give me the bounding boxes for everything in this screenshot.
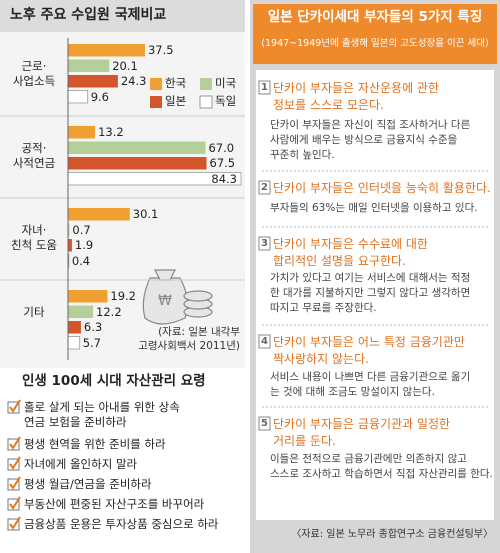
checkmark: [9, 399, 21, 413]
data-label: 9.6: [90, 89, 109, 104]
tip-item: 평생 월급/연금을 준비하라: [24, 477, 152, 491]
chart-source: (자료: 일본 내각부 고령사회백서 2011년): [138, 326, 240, 352]
bar: [68, 239, 72, 252]
item-number: 2: [261, 182, 268, 193]
number-badge: [258, 180, 271, 195]
category-label: 기타: [23, 305, 45, 319]
svg-text:₩: ₩: [158, 293, 172, 309]
tip-item: 평생 현역을 위한 준비를 하라: [24, 437, 166, 451]
bar: [68, 141, 206, 154]
checkbox: [7, 498, 20, 511]
category-label: 근로· 사업소득: [12, 59, 56, 88]
checkmark: [9, 456, 21, 470]
legend-swatch: [150, 78, 162, 90]
feature-card: [256, 70, 494, 520]
data-label: 6.3: [83, 320, 103, 334]
item-heading: 단카이 부자들은 자산운용에 관한 정보를 스스로 모은다.: [273, 81, 440, 112]
item-heading: 단카이 부자들은 수수료에 대한 합리적인 설명을 요구한다.: [273, 237, 428, 268]
item-body: 단카이 부자들은 자신이 직접 조사하거나 다른 사람에게 배우는 방식으로 금…: [270, 119, 471, 161]
tip-item: 홀로 살게 되는 아내를 위한 상속 연금 보험을 준비하라: [24, 400, 180, 429]
number-badge: [258, 236, 271, 251]
tips-title: 인생 100세 시대 자산관리 요령: [22, 373, 206, 389]
tip-item: 금융상품 운용은 투자상품 중심으로 하라: [24, 517, 219, 531]
bar: [68, 321, 81, 334]
bar: [68, 290, 108, 303]
data-label: 30.1: [132, 207, 159, 221]
chart-title: 노후 주요 수입원 국제비교: [10, 7, 167, 23]
data-label: 37.5: [147, 43, 174, 57]
data-label: 19.2: [110, 289, 136, 303]
item-number: 1: [261, 82, 268, 93]
item-heading: 단카이 부자들은 금융기관과 일정한 거리를 둔다.: [273, 417, 451, 448]
data-label: 13.2: [98, 125, 124, 139]
item-number: 4: [261, 336, 268, 347]
bar: [68, 126, 96, 139]
features-title: 일본 단카이세대 부자들의 5가지 특징: [267, 9, 483, 25]
category-label: 공적· 사적연금: [12, 141, 56, 170]
legend-label: 독일: [215, 94, 237, 108]
checkbox: [7, 518, 20, 531]
number-badge: [258, 80, 271, 95]
bar: [68, 59, 110, 72]
item-number: 5: [261, 418, 268, 429]
item-body: 가치가 있다고 여기는 서비스에 대해서는 적정 한 대가를 지불하지만 그렇지…: [270, 272, 471, 314]
number-badge: [258, 334, 271, 349]
data-label: 12.2: [96, 304, 122, 319]
right-header: [253, 4, 497, 64]
legend-label: 미국: [215, 76, 237, 90]
tip-item: 부동산에 편중된 자산구조를 바꾸어라: [24, 497, 205, 511]
bar: [68, 75, 118, 88]
data-label: 1.9: [74, 238, 94, 252]
item-body: 이들은 전적으로 금융기관에만 의존하지 않고 스스로 조사하고 학습하면서 직…: [270, 453, 493, 480]
item-body: 부자들의 63%는 매일 인터넷을 이용하고 있다.: [270, 202, 478, 214]
category-label: 자녀· 친척 도움: [11, 223, 57, 252]
legend-swatch: [150, 96, 162, 108]
checkbox: [7, 401, 20, 414]
data-label: 5.7: [82, 335, 101, 350]
legend-label: 한국: [165, 76, 187, 90]
item-body: 서비스 내용이 나쁘면 다른 금융기관으로 옮기 는 것에 대해 조금도 망설이…: [270, 371, 471, 398]
left-title-band: [0, 0, 245, 32]
features-subtitle: (1947~1949년에 출생해 일본의 고도성장을 이끈 세대): [261, 38, 489, 49]
checkmark: [9, 476, 21, 490]
number-badge: [258, 416, 271, 431]
checkbox: [7, 438, 20, 451]
legend-label: 일본: [165, 94, 187, 108]
bar: [68, 44, 145, 57]
data-label: 20.1: [112, 58, 138, 73]
bar: [67, 336, 81, 350]
bar: [68, 305, 94, 318]
checkmark: [9, 436, 21, 450]
data-label: 0.7: [72, 222, 91, 237]
data-label: 24.3: [120, 74, 147, 88]
item-number: 3: [261, 238, 268, 249]
checkbox: [7, 478, 20, 491]
tips-panel: [0, 368, 245, 553]
bar: [68, 223, 70, 236]
features-source: 〈자료: 일본 노무라 종합연구소 금융컨설팅부〉: [291, 529, 493, 540]
data-label: 0.4: [71, 253, 91, 268]
legend-swatch: [200, 78, 212, 90]
bar: [68, 208, 130, 221]
bar: [68, 157, 207, 170]
data-label: 84.3: [211, 171, 237, 186]
checkmark: [9, 496, 21, 510]
data-label: 67.5: [209, 156, 236, 170]
tip-item: 자녀에게 올인하지 말라: [24, 457, 138, 471]
item-heading: 단카이 부자들은 어느 특정 금융기관만 짝사랑하지 않는다.: [273, 335, 465, 366]
legend-swatch: [199, 95, 213, 109]
data-label: 67.0: [208, 140, 235, 155]
bar: [67, 90, 89, 104]
checkbox: [7, 458, 20, 471]
checkmark: [9, 516, 21, 530]
item-heading: 단카이 부자들은 인터넷을 능숙히 활용한다.: [273, 181, 491, 195]
